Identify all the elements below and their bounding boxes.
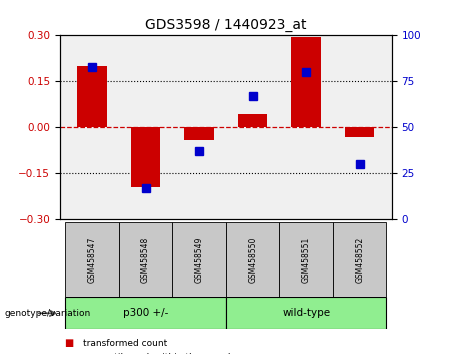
- Bar: [184, 127, 214, 140]
- Text: p300 +/-: p300 +/-: [123, 308, 168, 318]
- Bar: [291, 37, 321, 127]
- FancyBboxPatch shape: [65, 222, 119, 297]
- FancyBboxPatch shape: [333, 222, 386, 297]
- Bar: [77, 66, 107, 127]
- FancyBboxPatch shape: [172, 222, 226, 297]
- Text: percentile rank within the sample: percentile rank within the sample: [83, 353, 236, 354]
- Text: transformed count: transformed count: [83, 339, 167, 348]
- Bar: [345, 127, 374, 137]
- FancyBboxPatch shape: [226, 297, 386, 329]
- Text: genotype/variation: genotype/variation: [5, 309, 91, 318]
- Text: ■: ■: [65, 338, 74, 348]
- Text: ■: ■: [65, 353, 74, 354]
- Bar: [131, 127, 160, 187]
- FancyBboxPatch shape: [119, 222, 172, 297]
- FancyBboxPatch shape: [65, 297, 226, 329]
- Text: GSM458552: GSM458552: [355, 236, 364, 283]
- Text: GSM458551: GSM458551: [301, 236, 311, 283]
- Text: GSM458548: GSM458548: [141, 236, 150, 283]
- Text: wild-type: wild-type: [282, 308, 330, 318]
- Bar: [238, 114, 267, 127]
- FancyBboxPatch shape: [226, 222, 279, 297]
- Text: GSM458547: GSM458547: [88, 236, 96, 283]
- Title: GDS3598 / 1440923_at: GDS3598 / 1440923_at: [145, 18, 307, 32]
- FancyBboxPatch shape: [279, 222, 333, 297]
- Text: GSM458550: GSM458550: [248, 236, 257, 283]
- Text: GSM458549: GSM458549: [195, 236, 204, 283]
